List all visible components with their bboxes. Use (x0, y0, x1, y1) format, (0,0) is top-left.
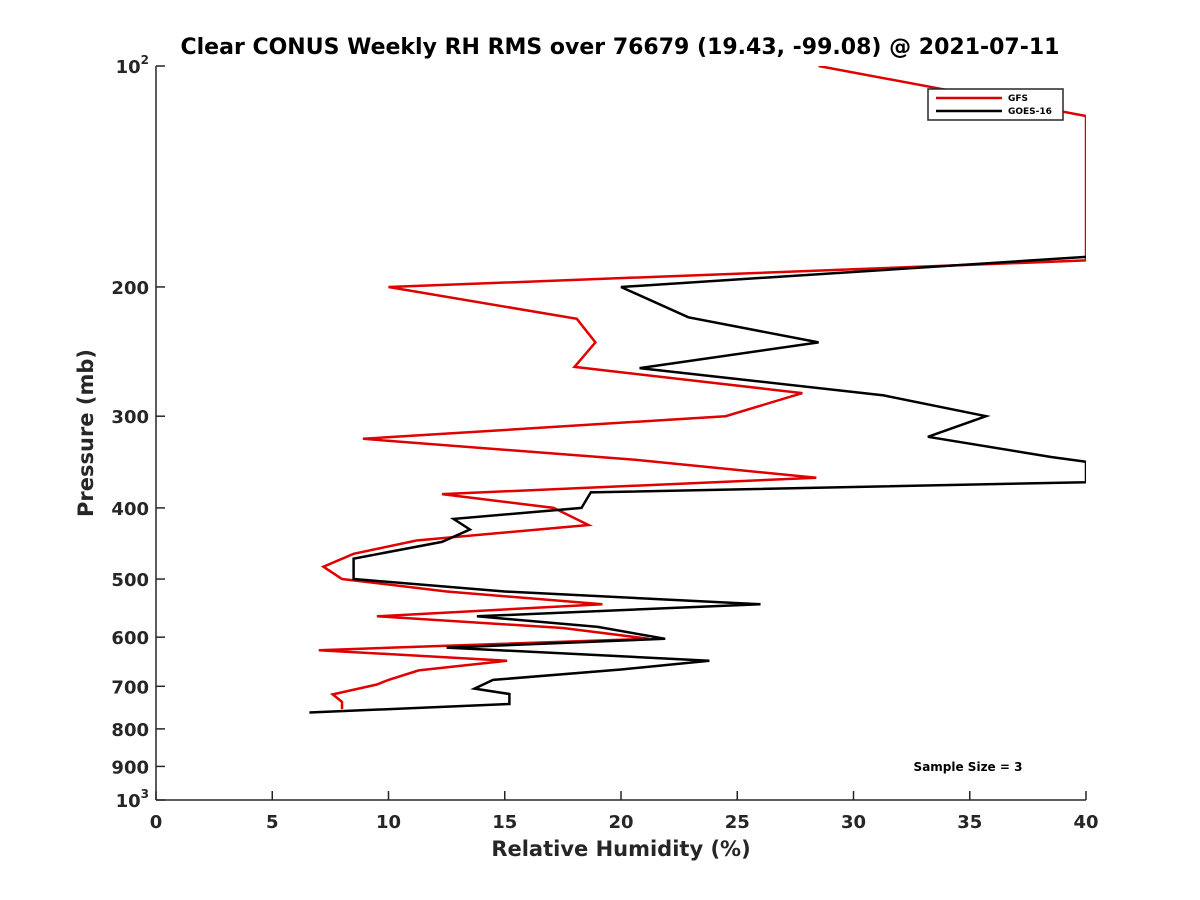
x-tick-label: 40 (1073, 812, 1098, 833)
series-line-goes-16 (309, 255, 1086, 714)
x-tick-label: 10 (376, 812, 401, 833)
x-tick-label: 35 (957, 812, 982, 833)
plot-area (309, 66, 1086, 714)
y-tick-label: 600 (111, 628, 149, 649)
x-tick-label: 15 (492, 812, 517, 833)
y-tick-label: 103 (116, 787, 149, 812)
y-tick-label: 400 (111, 499, 149, 520)
legend-box (927, 88, 1064, 121)
y-tick-label: 800 (111, 720, 149, 741)
y-tick-label: 102 (116, 53, 149, 78)
series-layer (309, 66, 1086, 714)
x-tick-label: 25 (725, 812, 750, 833)
x-axis-label: Relative Humidity (%) (491, 837, 750, 861)
y-tick-label: 300 (111, 407, 149, 428)
y-tick-label: 200 (111, 278, 149, 299)
x-tick-label: 20 (608, 812, 633, 833)
y-tick-label: 900 (111, 757, 149, 778)
sample-size-annotation: Sample Size = 3 (914, 760, 1023, 774)
legend-entry-gfs: GFS (1008, 94, 1028, 104)
legend-entry-goes-16: GOES-16 (1008, 107, 1052, 117)
y-tick-label: 500 (111, 570, 149, 591)
x-tick-label: 0 (150, 812, 163, 833)
series-line-gfs (318, 66, 1086, 710)
y-axis-ticks: 102 200 300 400 500 600 700 800 900 103 (111, 53, 165, 812)
x-tick-label: 30 (841, 812, 866, 833)
legend: GFS GOES-16 (927, 88, 1064, 121)
y-tick-label: 700 (111, 677, 149, 698)
x-axis-ticks: 0 5 10 15 20 25 30 35 40 (150, 791, 1099, 833)
y-axis-label: Pressure (mb) (74, 349, 98, 517)
x-tick-label: 5 (266, 812, 279, 833)
chart-title: Clear CONUS Weekly RH RMS over 76679 (19… (181, 35, 1060, 60)
